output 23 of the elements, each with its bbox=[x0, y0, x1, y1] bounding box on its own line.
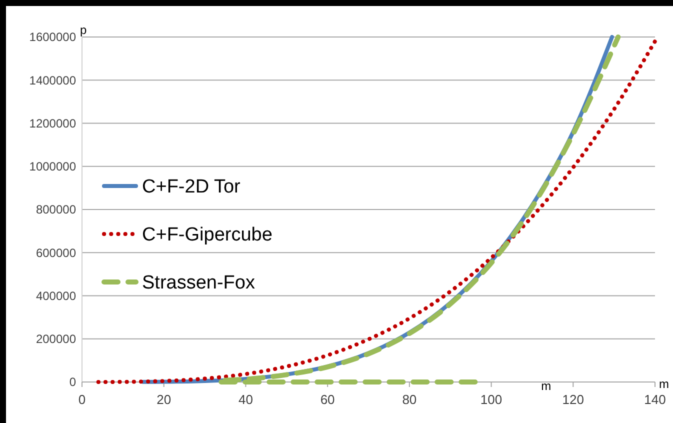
y-tick-label: 400000 bbox=[36, 288, 76, 303]
x-tick-label: 20 bbox=[156, 392, 172, 407]
legend-label: C+F-Gipercube bbox=[142, 224, 272, 246]
legend-label: Strassen-Fox bbox=[142, 272, 256, 294]
y-tick-label: 0 bbox=[69, 375, 76, 390]
x-tick-label: 100 bbox=[480, 392, 502, 407]
x-axis-title: m bbox=[659, 377, 669, 391]
y-tick-label: 1000000 bbox=[29, 160, 76, 174]
y-axis-title: p bbox=[80, 23, 87, 37]
x-tick-label: 120 bbox=[562, 392, 584, 407]
y-tick-label: 1400000 bbox=[29, 73, 76, 88]
y-tick-label: 600000 bbox=[36, 246, 76, 260]
y-tick-label: 1200000 bbox=[29, 116, 76, 130]
x-tick-label: 80 bbox=[402, 392, 417, 407]
x-tick-label: 0 bbox=[78, 392, 86, 407]
annotation: m bbox=[541, 379, 552, 393]
legend-label: C+F-2D Tor bbox=[142, 176, 242, 198]
y-tick-label: 200000 bbox=[36, 332, 76, 346]
x-tick-label: 140 bbox=[644, 392, 666, 407]
x-tick-label: 60 bbox=[320, 392, 335, 407]
x-tick-label: 40 bbox=[238, 392, 253, 407]
y-tick-label: 800000 bbox=[36, 202, 76, 217]
y-tick-label: 1600000 bbox=[29, 30, 76, 44]
